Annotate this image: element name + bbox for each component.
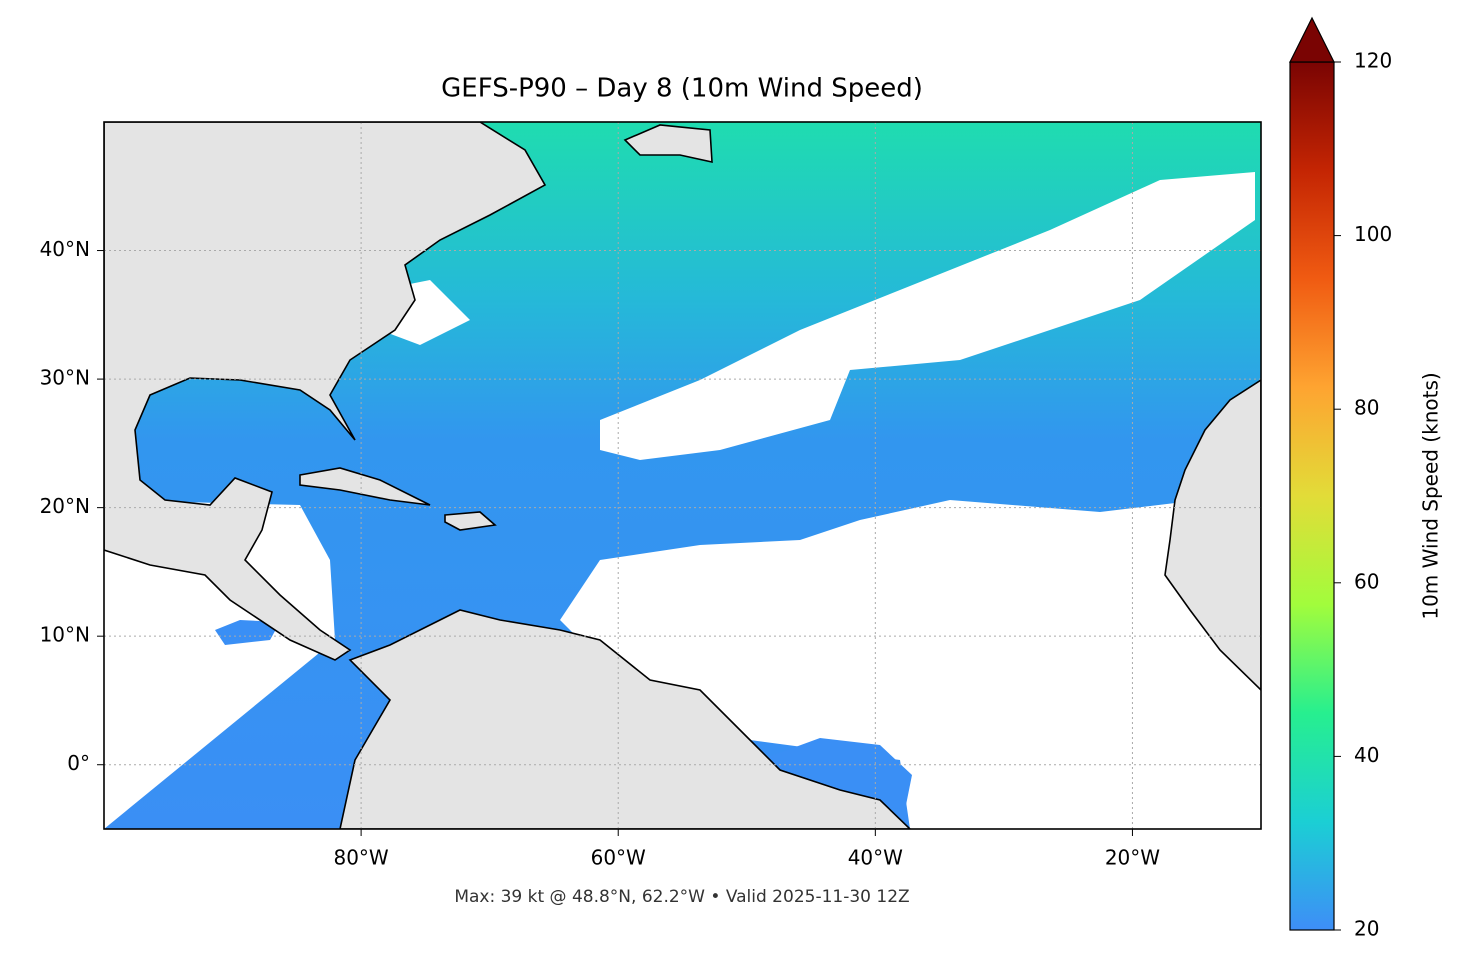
y-tick-label: 0° xyxy=(67,751,90,775)
y-tick-label: 10°N xyxy=(40,623,90,647)
colorbar-tick-label: 100 xyxy=(1354,222,1392,246)
y-tick-label: 40°N xyxy=(40,237,90,261)
colorbar-label: 10m Wind Speed (knots) xyxy=(1419,372,1443,619)
land xyxy=(339,609,912,829)
island xyxy=(444,511,497,531)
chart-title: GEFS-P90 – Day 8 (10m Wind Speed) xyxy=(441,74,923,104)
colorbar-fill xyxy=(1289,61,1335,931)
x-tick-label: 20°W xyxy=(1105,846,1160,870)
plot-frame xyxy=(103,121,1262,830)
x-tick-label: 40°W xyxy=(848,846,903,870)
colorbar-tick-label: 20 xyxy=(1354,917,1379,941)
land xyxy=(1164,379,1261,692)
wind-field xyxy=(760,738,912,810)
colorbar-tick-label: 80 xyxy=(1354,396,1379,420)
colorbar-tick-label: 120 xyxy=(1354,49,1392,73)
island xyxy=(299,467,431,506)
land xyxy=(104,122,547,661)
wind-field xyxy=(215,620,280,645)
island xyxy=(623,124,713,164)
colorbar-tick-label: 40 xyxy=(1354,743,1379,767)
colorbar-tick-label: 60 xyxy=(1354,569,1379,593)
footnote: Max: 39 kt @ 48.8°N, 62.2°W • Valid 2025… xyxy=(454,887,909,907)
calm-areas xyxy=(104,172,1261,829)
y-tick-label: 30°N xyxy=(40,366,90,390)
colorbar-extend xyxy=(1289,16,1335,63)
map xyxy=(104,122,1261,829)
x-tick-label: 60°W xyxy=(591,846,646,870)
y-tick-label: 20°N xyxy=(40,494,90,518)
x-tick-label: 80°W xyxy=(333,846,388,870)
colorbar: 20 40 60 80 100 120 xyxy=(1289,16,1392,941)
